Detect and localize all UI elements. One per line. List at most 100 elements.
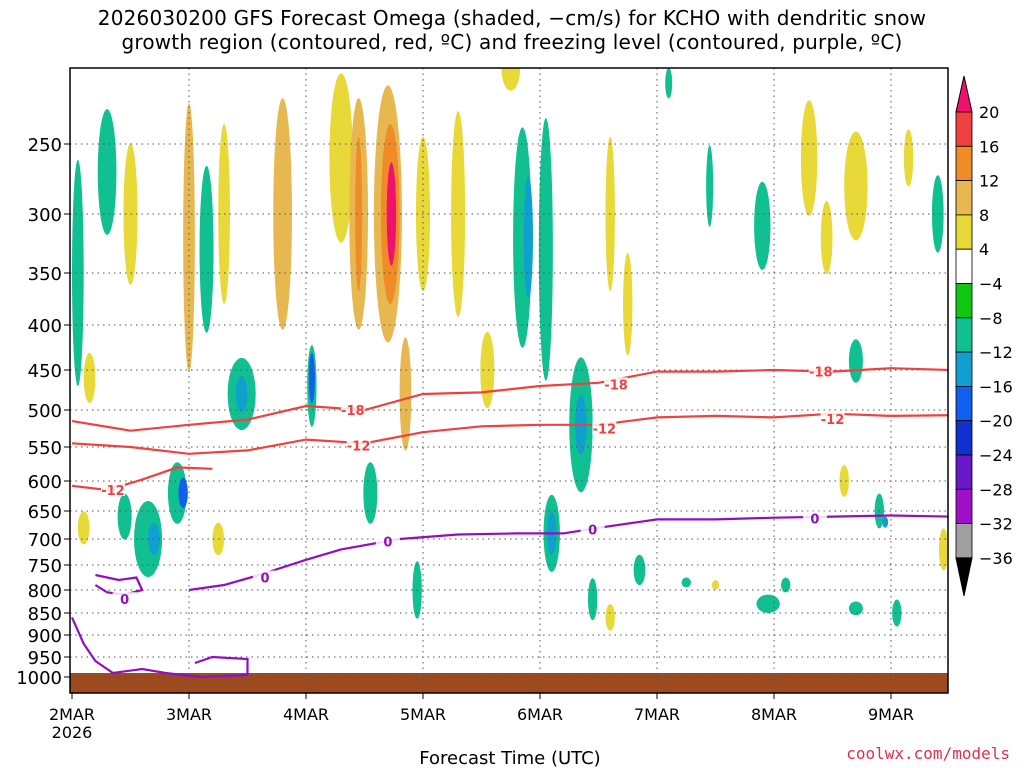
omega-cell <box>451 111 466 317</box>
y-tick-label: 850 <box>28 604 62 625</box>
contour-label-bg <box>580 522 605 536</box>
omega-cell <box>633 554 646 586</box>
omega-cell <box>273 98 292 330</box>
y-tick-label: 700 <box>28 530 62 551</box>
colorbar-label: 16 <box>979 137 999 156</box>
colorbar-segment <box>955 523 973 559</box>
contour-label-bg <box>346 438 371 452</box>
contour-label-bg <box>592 421 617 435</box>
ground-fill <box>70 673 948 693</box>
credit-text: coolwx.com/models <box>846 744 1010 763</box>
colorbar-label: −20 <box>979 412 1013 431</box>
contour-label: -18 <box>604 378 628 393</box>
colorbar-label: −28 <box>979 480 1013 499</box>
contour-label: 0 <box>383 536 392 551</box>
colorbar-label: −36 <box>979 549 1013 568</box>
contour-label: -12 <box>347 440 371 455</box>
chart-title-line1: 2026030200 GFS Forecast Omega (shaded, −… <box>97 6 927 30</box>
y-tick-label: 500 <box>28 401 62 422</box>
omega-shading-layer <box>72 68 948 631</box>
x-tick-label: 9MAR <box>868 705 914 724</box>
contour-label: -18 <box>341 404 365 419</box>
colorbar-segment <box>955 454 973 490</box>
colorbar-label: 12 <box>979 172 999 191</box>
omega-cell <box>931 175 944 253</box>
colorbar-segment <box>955 317 973 353</box>
omega-cell <box>882 516 889 528</box>
colorbar-segment <box>955 248 973 284</box>
omega-cell <box>329 73 353 243</box>
contour-layer: -18 -18 -18 -12 -12 -12 -12 0 0 0 0 0 <box>70 364 948 679</box>
x-axis-title: Forecast Time (UTC) <box>419 748 600 768</box>
y-tick-label: 400 <box>28 316 62 337</box>
omega-cell <box>903 129 914 187</box>
contour-label: -18 <box>809 366 833 381</box>
x-tick-label: 2MAR <box>49 705 95 724</box>
omega-cell <box>665 68 673 99</box>
omega-cell <box>235 376 248 412</box>
contour-label-bg <box>375 534 400 548</box>
omega-cell <box>538 118 553 381</box>
colorbar-label: 4 <box>979 240 989 259</box>
omega-cell <box>800 100 818 216</box>
colorbar-label: 8 <box>979 206 989 225</box>
omega-cell <box>781 577 791 593</box>
omega-cell <box>72 160 84 386</box>
contour-label-bg <box>808 364 833 378</box>
omega-cell <box>820 201 833 275</box>
colorbar-segment <box>955 420 973 456</box>
omega-cell <box>97 109 117 235</box>
omega-cell <box>212 522 225 556</box>
contour-label-bg <box>100 483 125 496</box>
x-tick-label: 5MAR <box>400 705 446 724</box>
chart-title-line2: growth region (contoured, red, ºC) and f… <box>121 30 903 54</box>
y-tick-label: 900 <box>28 626 62 647</box>
contour-line <box>188 514 948 592</box>
contour-label: 0 <box>810 512 819 527</box>
omega-cell <box>605 604 615 631</box>
y-tick-label: 950 <box>28 648 62 669</box>
contour-line <box>71 412 948 455</box>
omega-cell <box>183 103 195 372</box>
chart-title: 2026030200 GFS Forecast Omega (shaded, −… <box>0 6 1024 54</box>
contour-label-bg <box>340 403 365 416</box>
x-tick-label: 7MAR <box>634 705 680 724</box>
y-tick-label: 1000 <box>16 668 62 689</box>
y-tick-label: 600 <box>28 472 62 493</box>
contour-label-bg <box>802 511 827 525</box>
colorbar-label: −4 <box>979 275 1003 294</box>
colorbar-label: −32 <box>979 515 1013 534</box>
colorbar-segment <box>955 351 973 387</box>
colorbar-segment <box>955 214 973 250</box>
y-tick-label: 300 <box>28 205 62 226</box>
colorbar-segment <box>955 488 973 524</box>
contour-line <box>71 466 213 492</box>
contour-label-bg <box>112 592 137 606</box>
contour-label: -12 <box>101 484 125 499</box>
omega-cell <box>839 465 849 497</box>
colorbar-segment <box>955 283 973 319</box>
omega-cell <box>623 252 633 356</box>
omega-cell <box>892 599 902 627</box>
contour-line <box>71 367 948 432</box>
omega-cell <box>117 493 132 540</box>
colorbar-label: −12 <box>979 343 1013 362</box>
colorbar-segment <box>955 145 973 182</box>
y-tick-label: 800 <box>28 581 62 602</box>
omega-cell <box>706 145 714 227</box>
omega-cell <box>178 477 188 509</box>
contour-label-bg <box>604 377 629 391</box>
y-tick-label: 450 <box>28 361 62 382</box>
colorbar-label: −16 <box>979 377 1013 396</box>
omega-cell <box>480 331 495 409</box>
contour-label-bg <box>820 411 845 425</box>
plot-frame <box>69 67 949 694</box>
omega-cell <box>587 578 598 621</box>
omega-cell <box>77 511 90 545</box>
contour-label: 0 <box>261 572 270 587</box>
colorbar-top-arrow <box>955 75 973 113</box>
x-tick-sublabel: 2026 <box>52 723 93 742</box>
x-tick-label: 6MAR <box>517 705 563 724</box>
grid-layer <box>70 68 948 693</box>
y-tick-label: 750 <box>28 556 62 577</box>
